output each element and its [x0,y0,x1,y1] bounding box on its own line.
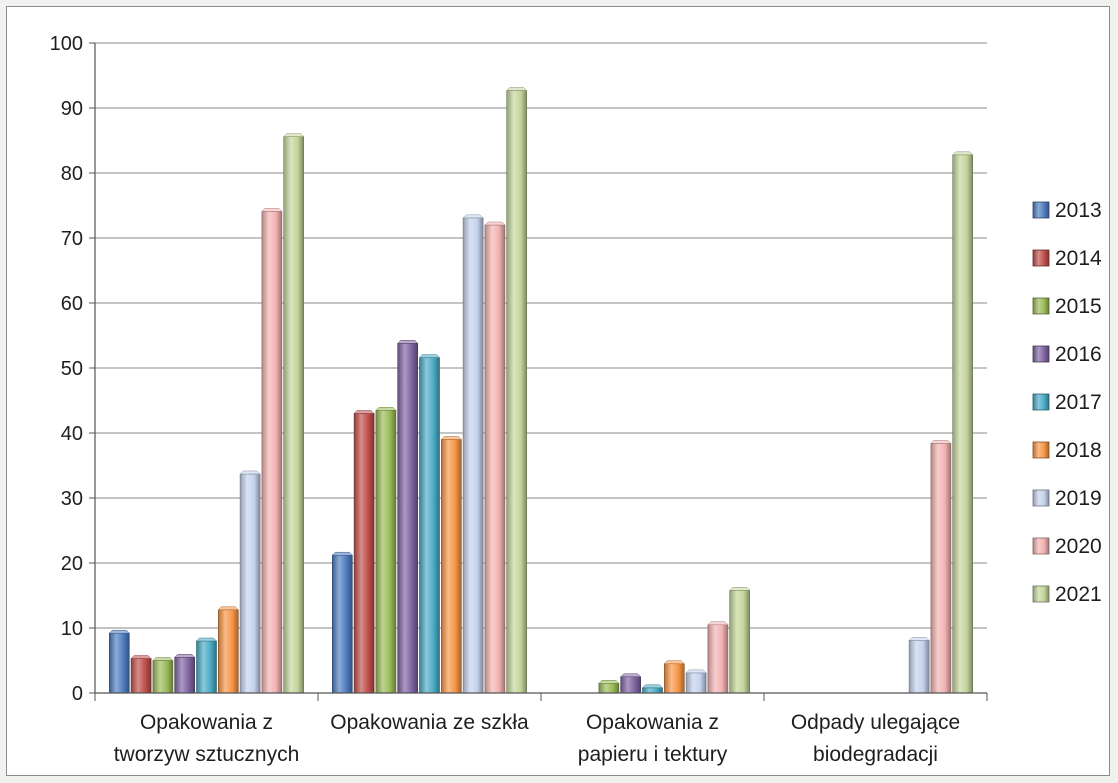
legend-label-2018: 2018 [1055,439,1102,462]
y-tick-label: 100 [50,33,83,55]
bar-2014-cat1 [130,658,152,694]
y-tick-label: 20 [61,553,83,575]
bar-2020-cat3 [707,624,729,694]
legend-swatch-2018 [1032,441,1050,459]
bar-chart: 0 10 20 30 40 50 60 70 80 90 100 Opakowania z tworzy… [50,33,1102,766]
bar-2021-cat3 [729,589,751,694]
bar-2016-cat2 [397,342,419,694]
bar-2021-cat1 [283,136,305,694]
bar-cap [506,87,528,91]
bar-2019-cat1 [239,473,261,694]
category-label: tworzyw sztucznych [114,743,300,766]
y-tick-label: 50 [61,358,83,380]
category-label: biodegradacji [813,743,938,766]
legend-label-2016: 2016 [1055,343,1102,366]
axis-labels: 0 10 20 30 40 50 60 70 80 90 100 Opakowania z tworzy… [50,33,961,766]
bar-cap [397,340,419,344]
bar-cap [375,407,397,411]
bar-cap [729,587,751,591]
bar-cap [641,684,664,689]
bars [108,87,974,694]
bar-cap [685,669,707,674]
bar-2021-cat4 [952,154,974,694]
bar-cap [952,151,974,156]
legend-label-2013: 2013 [1055,199,1102,222]
bar-2013-cat2 [331,554,353,694]
bar-cap [261,208,283,212]
bar-2017-cat1 [196,640,217,694]
bar-2015-cat3 [598,682,620,694]
bar-cap [598,680,620,684]
bar-cap [353,410,375,414]
bar-2015-cat1 [152,660,174,694]
legend-swatch-2020 [1032,537,1050,555]
bar-cap [484,221,506,226]
legend: 2013 2014 2015 2016 2017 2018 2019 2020 2021 [1032,199,1102,606]
bar-2019-cat3 [685,672,707,694]
bar-cap [108,629,130,634]
bar-2016-cat1 [174,656,195,694]
bar-cap [707,621,729,625]
legend-label-2014: 2014 [1055,247,1102,270]
legend-swatch-2015 [1032,297,1050,315]
y-tick-label: 90 [61,98,83,120]
legend-swatch-2017 [1032,393,1050,411]
bar-cap [152,657,174,661]
bar-cap [239,470,261,475]
legend-label-2015: 2015 [1055,295,1102,318]
bar-2019-cat4 [908,640,930,694]
bar-cap [283,133,305,137]
y-tick-label: 60 [61,293,83,315]
y-tick-label: 30 [61,488,83,510]
bar-2016-cat3 [620,676,642,694]
bar-2013-cat1 [109,632,130,694]
bar-2018-cat1 [218,609,239,694]
bar-2019-cat2 [462,217,484,694]
bar-2020-cat1 [261,211,283,694]
bar-cap [174,654,196,658]
bar-cap [418,354,441,358]
legend-label-2019: 2019 [1055,487,1102,510]
bar-2020-cat2 [484,224,506,694]
bar-2015-cat2 [375,409,397,694]
bar-cap [663,660,685,664]
bar-2020-cat4 [930,443,952,694]
y-tick-label: 70 [61,228,83,250]
y-tick-label: 10 [61,618,83,640]
bar-2017-cat3 [642,687,663,694]
bar-cap [908,637,930,641]
bar-2021-cat2 [506,90,528,694]
legend-label-2020: 2020 [1055,535,1102,558]
legend-swatch-2013 [1032,201,1050,219]
y-tick-label: 80 [61,163,83,185]
legend-swatch-2019 [1032,489,1050,507]
bar-cap [195,637,218,642]
bar-2018-cat2 [440,439,462,694]
y-tick-label: 40 [61,423,83,445]
category-label: Opakowania z [586,711,719,734]
bar-cap [331,551,353,556]
bar-cap [620,673,642,677]
bar-2014-cat2 [353,413,375,694]
category-label: Odpady ulegające [791,711,960,734]
y-tick-label: 0 [72,683,83,705]
chart-frame: 0 10 20 30 40 50 60 70 80 90 100 Opakowania z tworzy… [6,6,1110,776]
bar-cap [462,214,484,219]
grid-lines [95,42,987,694]
category-label: papieru i tektury [578,743,728,766]
bar-2017-cat2 [419,357,440,694]
legend-swatch-2014 [1032,249,1050,267]
legend-swatch-2021 [1032,585,1050,603]
bar-2018-cat3 [663,663,685,694]
legend-label-2017: 2017 [1055,391,1102,414]
legend-swatch-2016 [1032,345,1050,363]
category-label: Opakowania z [140,711,273,734]
category-label: Opakowania ze szkła [330,711,529,734]
bar-cap [930,440,952,444]
bar-cap [217,606,239,611]
legend-label-2021: 2021 [1055,583,1102,606]
axes [89,42,988,701]
bar-cap [130,655,152,659]
bar-cap [440,436,462,440]
